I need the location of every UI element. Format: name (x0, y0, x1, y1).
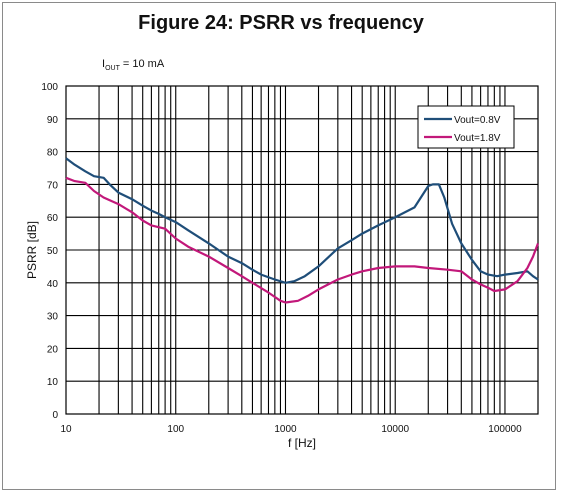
chart-condition: IOUT = 10 mA (102, 58, 164, 72)
y-tick-label: 20 (47, 344, 59, 355)
figure-frame (2, 2, 556, 490)
series-line-2 (65, 176, 540, 304)
condition-suffix: = 10 mA (122, 58, 165, 70)
x-tick-label: 10 (60, 424, 72, 435)
y-axis-label: PSRR [dB] (25, 221, 39, 279)
x-axis-label: f [Hz] (288, 436, 316, 450)
y-tick-label: 90 (47, 115, 59, 126)
legend-box (417, 105, 515, 149)
y-tick-label: 60 (47, 213, 59, 224)
series-line-1 (65, 157, 539, 284)
y-tick-label: 70 (47, 180, 59, 191)
y-tick-label: 50 (47, 246, 59, 257)
y-tick-label: 100 (41, 82, 58, 93)
legend-entry: Vout=1.8V (454, 133, 501, 144)
x-tick-label: 10000 (381, 424, 409, 435)
condition-subscript: OUT (105, 65, 120, 73)
legend-entry: Vout=0.8V (454, 115, 501, 126)
condition-prefix: I (102, 58, 106, 70)
y-tick-label: 80 (47, 148, 59, 159)
y-tick-label: 40 (47, 279, 59, 290)
x-tick-label: 100000 (488, 424, 522, 435)
chart-title: Figure 24: PSRR vs frequency (138, 12, 424, 34)
x-tick-label: 1000 (274, 424, 297, 435)
x-tick-label: 100 (167, 424, 184, 435)
y-tick-label: 10 (47, 377, 59, 388)
y-tick-label: 30 (47, 312, 59, 323)
y-tick-label: 0 (52, 410, 58, 421)
